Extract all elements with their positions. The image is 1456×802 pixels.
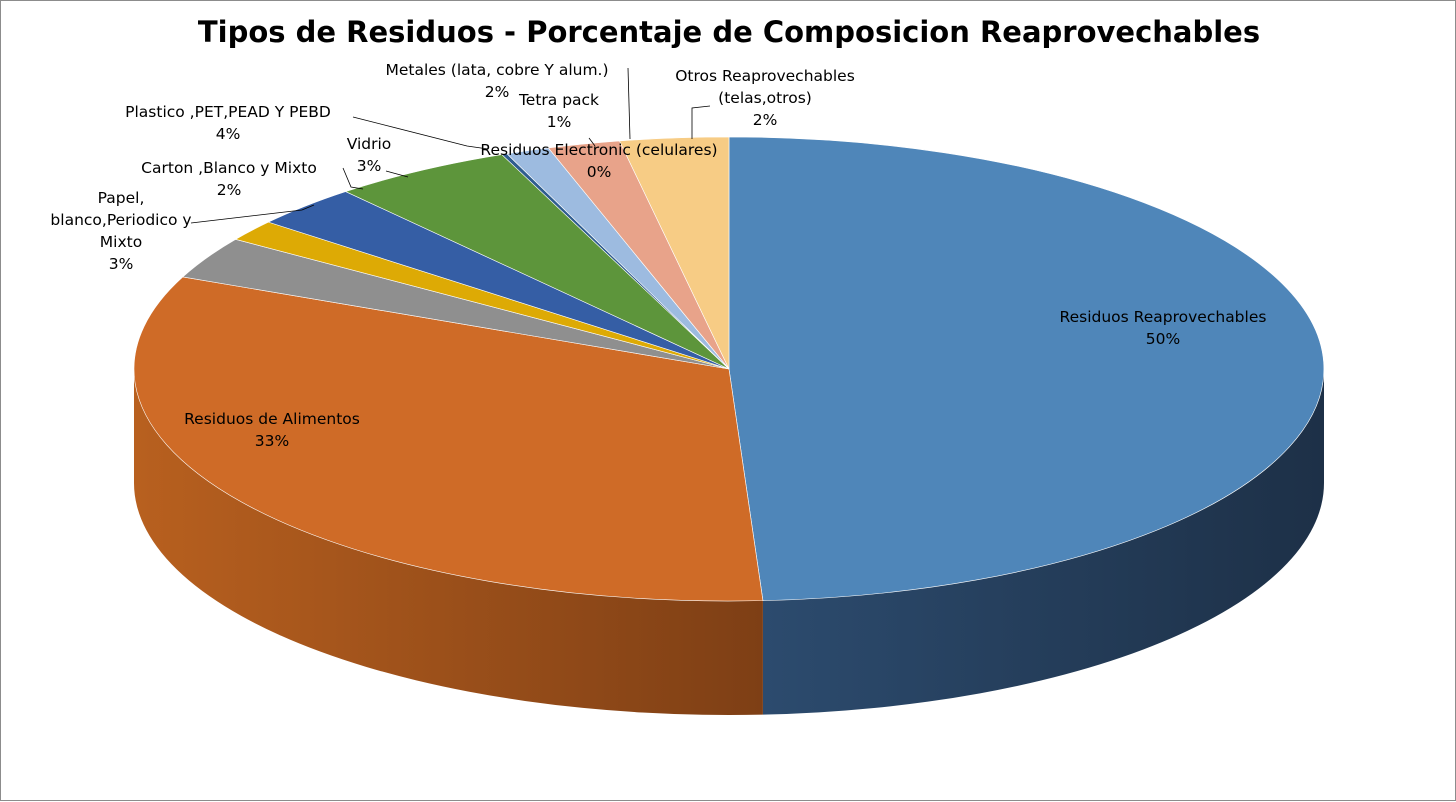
data-label-text: Residuos Reaprovechables [1060,308,1267,326]
data-label-percent: 4% [216,125,241,143]
data-label-percent: 33% [255,432,289,450]
data-label-percent: 3% [109,255,134,273]
leader-line-1 [190,204,315,224]
data-label-plastico-pet-pead-y-pebd: Plastico ,PET,PEAD Y PEBD 4% [125,103,331,143]
data-label-text: Residuos Electronic (celulares) [480,141,717,159]
leader-line-4 [352,116,489,150]
data-label-otros-reaprovechables-telas-otros: Otros Reaprovechables (telas,otros) 2% [675,67,855,129]
pie-top-slices [133,136,1325,602]
data-label-text: Otros Reaprovechables [675,67,855,85]
pie-slice-residuos-de-alimentos [133,276,764,602]
pie-side-residuos-de-alimentos [134,369,763,715]
pie-slice-otros-reaprovechables-telas-otros [619,136,730,370]
data-label-percent: 3% [357,157,382,175]
chart-title: Tipos de Residuos - Porcentaje de Compos… [197,15,1261,49]
data-label-text: Carton ,Blanco y Mixto [141,159,317,177]
data-label-percent: 0% [587,163,612,181]
leader-line-5 [588,137,596,147]
data-label-text: Mixto [100,233,142,251]
data-label-carton-blanco-y-mixto: Carton ,Blanco y Mixto 2% [141,159,317,199]
data-label-residuos-reaprovechables: Residuos Reaprovechables 50% [1060,308,1267,348]
leader-lines [190,67,711,224]
data-label-text: Plastico ,PET,PEAD Y PEBD [125,103,331,121]
leader-line-3 [385,170,409,178]
data-label-vidrio: Vidrio 3% [347,135,392,175]
data-label-text: Residuos de Alimentos [184,410,360,428]
data-labels: Residuos Reaprovechables 50% Residuos de A… [50,61,1266,450]
pie-slice-plastico-pet-pead-y-pebd [344,154,730,370]
leader-line-6 [627,67,631,140]
data-label-residuos-de-alimentos: Residuos de Alimentos 33% [184,410,360,450]
data-label-percent: 1% [547,113,572,131]
data-label-percent: 2% [217,181,242,199]
leader-line-7 [691,105,711,139]
data-label-text: Metales (lata, cobre Y alum.) [385,61,608,79]
data-label-text: Vidrio [347,135,392,153]
data-label-percent: 2% [485,83,510,101]
data-label-text: Papel, [98,189,145,207]
data-label-papel-blanco-periodico-y-mixto: Papel, blanco,Periodico y Mixto 3% [50,189,191,273]
data-label-tetra-pack: Tetra pack 1% [518,91,599,131]
data-label-residuos-electronic-celulares: Residuos Electronic (celulares) 0% [480,141,717,181]
pie-slice-residuos-reaprovechables [728,136,1325,601]
data-label-percent: 50% [1146,330,1180,348]
data-label-metales-lata-cobre-y-alum: Metales (lata, cobre Y alum.) 2% [385,61,608,101]
data-label-text: Tetra pack [518,91,599,109]
pie-side-residuos-reaprovechables [762,369,1324,715]
leader-line-2 [342,167,364,190]
pie-sides [134,369,1324,715]
data-label-text: blanco,Periodico y [50,211,191,229]
data-label-percent: 2% [753,111,778,129]
data-label-text: (telas,otros) [718,89,812,107]
